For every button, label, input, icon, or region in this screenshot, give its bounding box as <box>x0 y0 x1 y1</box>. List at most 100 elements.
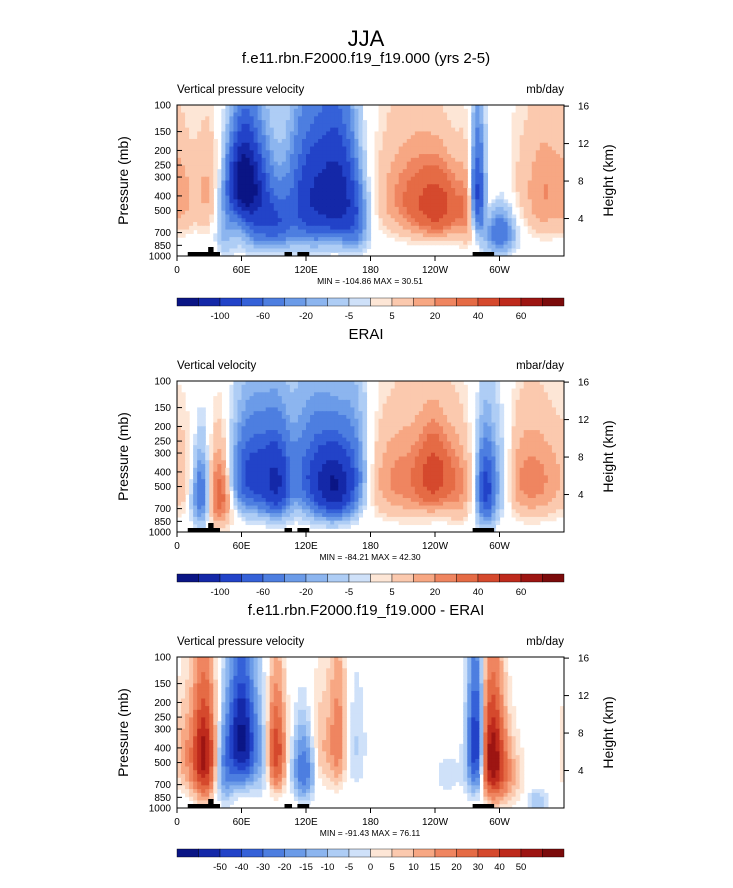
contour-cell <box>201 142 206 148</box>
colorbar-box <box>542 297 565 307</box>
contour-cell <box>205 108 210 114</box>
contour-cell <box>543 123 549 129</box>
contour-cell <box>426 392 432 397</box>
contour-cell <box>523 399 529 405</box>
contour-cell <box>422 414 428 420</box>
contour-cell <box>273 396 279 401</box>
contour-cell <box>265 388 271 393</box>
contour-cell <box>297 127 303 133</box>
contour-cell <box>447 210 452 216</box>
contour-cell <box>257 105 263 110</box>
contour-cell <box>398 430 404 435</box>
contour-cell <box>297 437 303 443</box>
contour-cell <box>426 165 432 170</box>
contour-cell <box>301 154 307 159</box>
contour-cell <box>463 146 468 151</box>
contour-cell <box>221 112 226 117</box>
contour-cell <box>330 138 335 144</box>
contour-cell <box>451 448 456 454</box>
contour-cell <box>451 157 456 163</box>
contour-cell <box>543 146 549 151</box>
contour-cell <box>225 131 231 136</box>
contour-cell <box>358 414 364 420</box>
contour-cell <box>435 169 440 174</box>
contour-cell <box>233 116 239 121</box>
contour-cell <box>394 418 400 424</box>
contour-cell <box>342 150 347 155</box>
contour-cell <box>177 452 182 458</box>
contour-cell <box>181 199 186 204</box>
contour-cell <box>479 399 484 405</box>
contour-cell <box>277 237 283 242</box>
contour-cell <box>265 418 271 424</box>
contour-cell <box>430 184 436 189</box>
contour-cell <box>269 437 275 443</box>
contour-cell <box>382 426 388 431</box>
contour-cell <box>306 123 311 129</box>
contour-cell <box>483 138 489 144</box>
contour-cell <box>422 422 428 427</box>
contour-cell <box>539 218 545 223</box>
contour-cell <box>398 138 404 144</box>
contour-cell <box>426 222 432 227</box>
contour-cell <box>455 418 460 424</box>
contour-cell <box>326 199 331 204</box>
contour-cell <box>249 138 255 144</box>
contour-cell <box>261 191 267 197</box>
contour-cell <box>527 210 533 216</box>
contour-cell <box>213 165 218 170</box>
contour-cell <box>507 252 513 256</box>
contour-cell <box>269 448 275 454</box>
contour-cell <box>435 237 440 242</box>
contour-cell <box>277 161 283 167</box>
contour-cell <box>193 199 198 204</box>
contour-cell <box>261 199 267 204</box>
contour-cell <box>390 437 396 443</box>
contour-cell <box>205 214 210 219</box>
contour-cell <box>265 120 271 125</box>
contour-cell <box>539 203 545 208</box>
contour-cell <box>447 157 452 163</box>
contour-cell <box>265 154 271 159</box>
contour-cell <box>447 411 452 416</box>
contour-cell <box>523 381 529 386</box>
contour-cell <box>463 108 468 114</box>
contour-cell <box>483 210 489 216</box>
contour-cell <box>523 131 529 136</box>
contour-cell <box>475 180 480 185</box>
contour-cell <box>241 105 247 110</box>
contour-cell <box>277 150 283 155</box>
contour-cell <box>559 437 564 443</box>
contour-cell <box>201 433 206 439</box>
contour-cell <box>326 188 331 193</box>
contour-cell <box>189 165 194 170</box>
contour-cell <box>297 195 303 200</box>
contour-cell <box>547 426 553 431</box>
contour-cell <box>447 188 452 193</box>
contour-cell <box>209 123 214 129</box>
contour-cell <box>213 237 218 242</box>
contour-cell <box>418 116 424 121</box>
contour-cell <box>435 195 440 200</box>
contour-cell <box>507 225 513 231</box>
contour-cell <box>406 108 412 114</box>
contour-cell <box>422 131 428 136</box>
contour-cell <box>269 116 275 121</box>
contour-cell <box>193 123 198 129</box>
contour-cell <box>555 433 561 439</box>
contour-cell <box>265 448 271 454</box>
contour-cell <box>366 180 372 185</box>
contour-cell <box>390 150 396 155</box>
contour-cell <box>322 422 327 427</box>
contour-cell <box>451 108 456 114</box>
contour-cell <box>531 445 537 450</box>
contour-cell <box>463 392 468 397</box>
contour-cell <box>289 452 295 458</box>
contour-cell <box>346 138 351 144</box>
contour-cell <box>418 448 424 454</box>
contour-cell <box>463 191 468 197</box>
contour-cell <box>310 396 315 401</box>
contour-cell <box>366 237 372 242</box>
contour-cell <box>390 127 396 133</box>
contour-cell <box>414 157 420 163</box>
